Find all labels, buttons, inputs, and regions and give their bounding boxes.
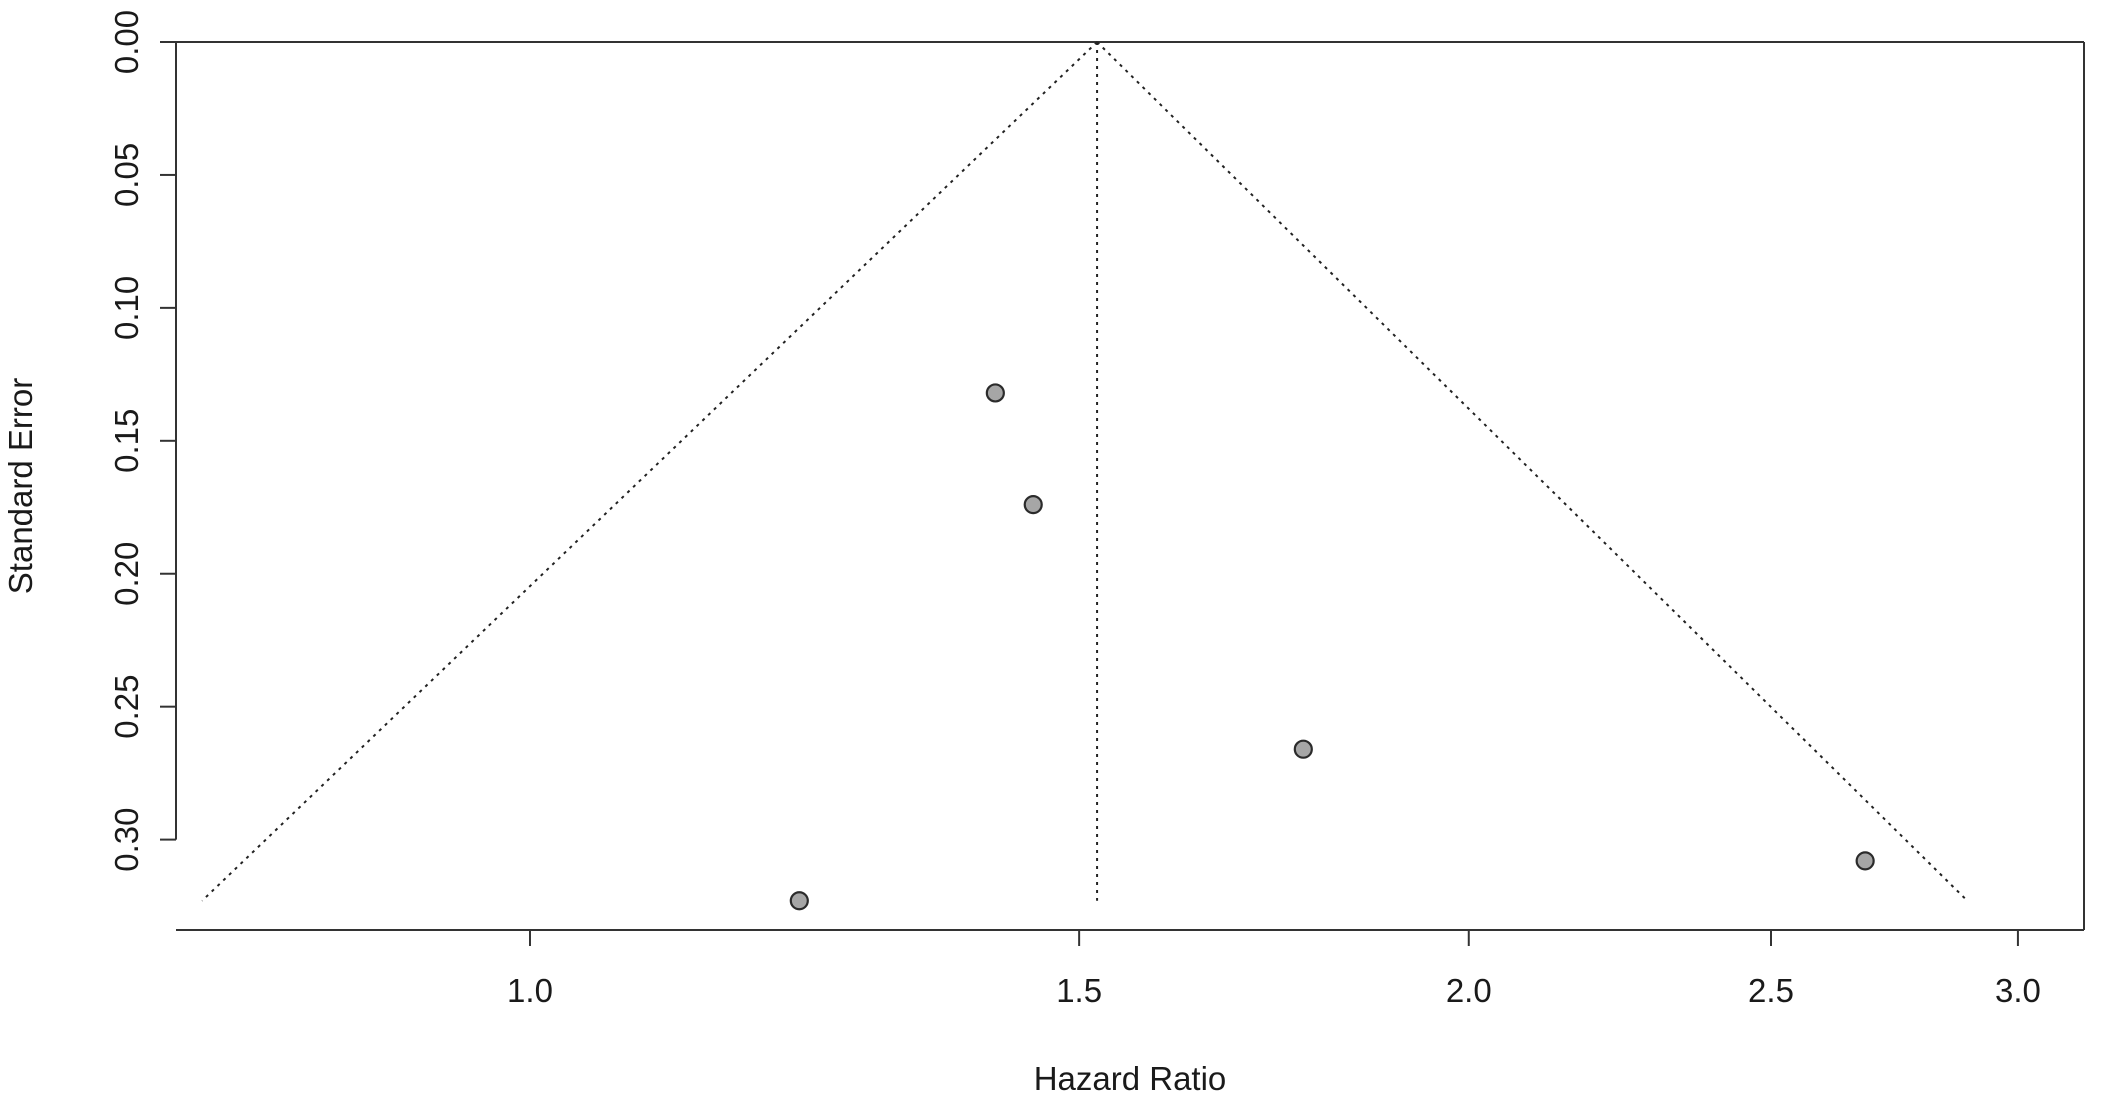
study-point bbox=[789, 891, 809, 911]
y-tick-label: 0.00 bbox=[108, 10, 145, 74]
study-point bbox=[1855, 851, 1875, 871]
study-point bbox=[985, 383, 1005, 403]
y-tick-label: 0.30 bbox=[108, 807, 145, 871]
x-tick-label: 3.0 bbox=[1995, 972, 2041, 1009]
x-tick-label: 2.5 bbox=[1748, 972, 1794, 1009]
x-tick-label: 1.0 bbox=[507, 972, 553, 1009]
x-tick-label: 2.0 bbox=[1446, 972, 1492, 1009]
study-point bbox=[1023, 495, 1043, 515]
funnel-right-line bbox=[1096, 41, 1969, 902]
x-axis-label: Hazard Ratio bbox=[1034, 1060, 1227, 1097]
funnel-left-line bbox=[201, 41, 1098, 902]
study-point bbox=[1293, 739, 1313, 759]
axes: 1.0 1.5 2.0 2.5 3.0 0.00 0.05 0.10 0.15 0.20 0.25 0… bbox=[108, 10, 2085, 1009]
funnel-lines bbox=[201, 41, 1969, 902]
y-axis-label: Standard Error bbox=[2, 378, 39, 594]
y-tick-label: 0.25 bbox=[108, 675, 145, 739]
data-points bbox=[789, 383, 1875, 911]
y-tick-label: 0.20 bbox=[108, 542, 145, 606]
y-tick-label: 0.15 bbox=[108, 409, 145, 473]
y-tick-label: 0.05 bbox=[108, 143, 145, 207]
x-tick-label: 1.5 bbox=[1056, 972, 1102, 1009]
y-tick-label: 0.10 bbox=[108, 276, 145, 340]
